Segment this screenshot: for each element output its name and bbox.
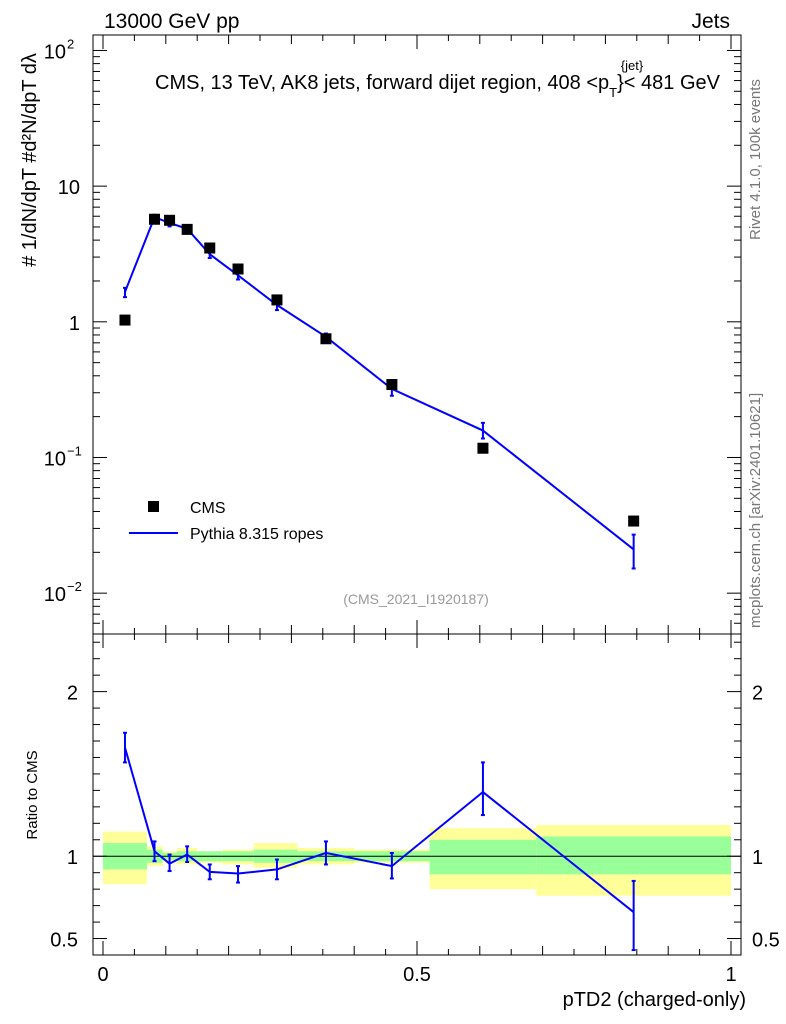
cms-data-point [271, 294, 283, 306]
y-tick-label: 10 [58, 177, 80, 199]
cms-data-point [204, 242, 216, 254]
y-tick-label-exponent: −1 [67, 443, 82, 458]
legend-pythia-label: Pythia 8.315 ropes [190, 526, 323, 543]
y-tick-label: 1 [69, 313, 80, 335]
axes-frames [92, 34, 742, 956]
ratio-y-tick-label: 0.5 [50, 930, 78, 952]
y-tick-label-exponent: 2 [67, 36, 74, 51]
y-tick-label-exponent: −2 [67, 579, 82, 594]
cms-data-point [386, 379, 398, 391]
x-tick-label: 0.5 [403, 964, 431, 986]
header-energy-label: 13000 GeV pp [104, 10, 239, 33]
ratio-y-tick-label-right: 1 [752, 847, 763, 869]
cms-data-point [232, 263, 244, 275]
x-tick-label: 1 [725, 964, 736, 986]
cms-data-point [477, 442, 489, 454]
plot-series [119, 213, 640, 952]
ratio-y-axis-label: Ratio to CMS [24, 750, 41, 839]
main-plot-frame [92, 34, 742, 635]
chart-title: CMS, 13 TeV, AK8 jets, forward dijet reg… [155, 72, 721, 100]
ratio-plot-frame [92, 633, 742, 956]
ratio-band-inner [429, 839, 537, 875]
y-axis-label: # 1/dN/dpT #d²N/dpT dλ [19, 53, 41, 267]
cms-data-point [148, 213, 160, 225]
header-jets-label: Jets [691, 10, 730, 33]
y-tick-label: 10 [44, 41, 66, 63]
ratio-y-tick-label-right: 2 [752, 683, 763, 705]
ratio-uncertainty-bands [103, 824, 731, 896]
cms-data-point [119, 314, 131, 326]
cms-data-point [628, 515, 640, 527]
ratio-y-tick-label-right: 0.5 [752, 930, 780, 952]
side-label-mcplots: mcplots.cern.ch [arXiv:2401.10621] [747, 393, 764, 628]
legend-cms-label: CMS [190, 500, 226, 517]
ratio-y-tick-label: 1 [67, 847, 78, 869]
chart-title-superscript: {jet} [621, 58, 644, 73]
y-tick-label: 10 [44, 448, 66, 470]
ratio-band-inner [536, 836, 731, 875]
cms-data-point [164, 214, 176, 226]
legend-cms-marker [148, 501, 159, 512]
side-label-rivet: Rivet 4.1.0, 100k events [747, 79, 764, 240]
x-axis-label: pTD2 (charged-only) [563, 989, 746, 1011]
x-tick-label: 0 [97, 964, 108, 986]
ratio-y-tick-label: 2 [67, 683, 78, 705]
legend: CMS Pythia 8.315 ropes [129, 500, 323, 543]
cms-data-point [181, 223, 193, 235]
analysis-id: (CMS_2021_I1920187) [343, 591, 489, 607]
y-tick-label: 10 [44, 584, 66, 606]
cms-data-point [320, 333, 332, 345]
